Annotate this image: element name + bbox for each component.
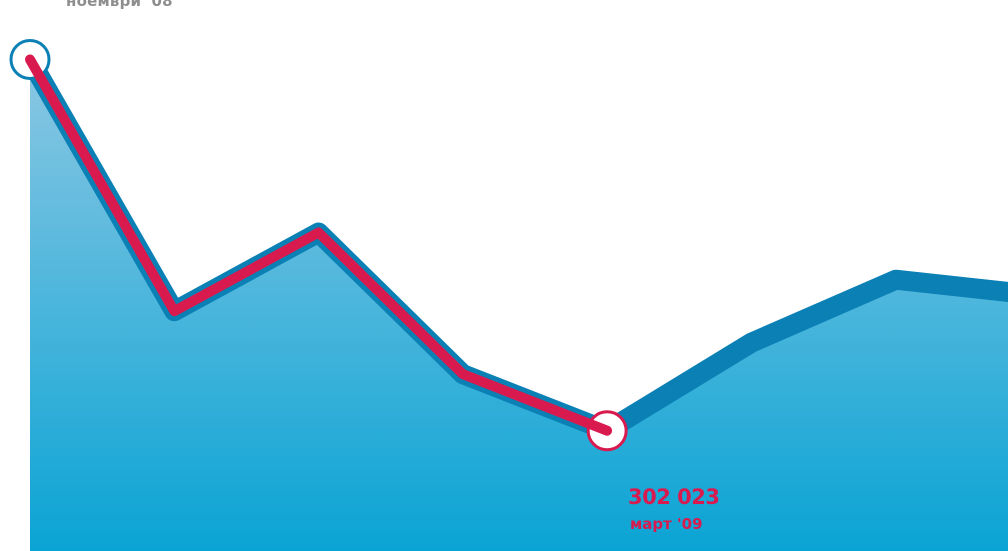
start-date-label: ноември '08	[66, 0, 173, 10]
start-point-highlight-stub	[25, 54, 46, 84]
highlight-line	[25, 54, 613, 436]
area-fill	[30, 59, 1008, 551]
low-point-highlight-stub	[581, 417, 613, 436]
low-point-value-label: 302 023	[628, 485, 720, 509]
low-point-date-label: март '09	[630, 515, 703, 533]
